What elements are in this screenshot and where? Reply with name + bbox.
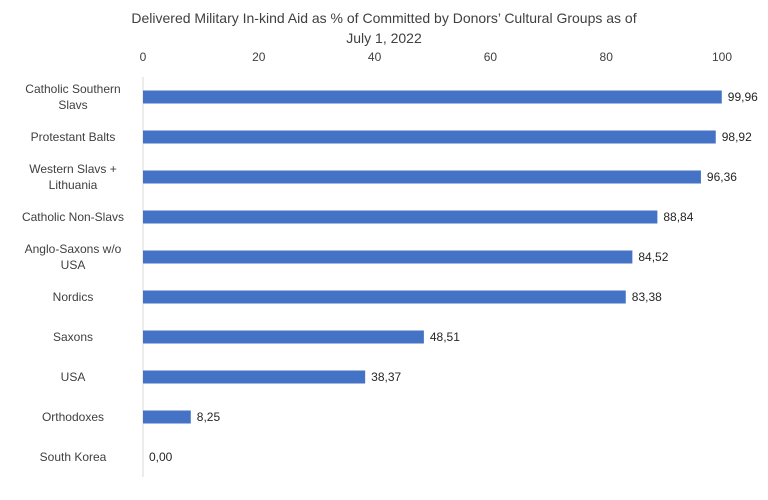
chart-title: Delivered Military In-kind Aid as % of C… xyxy=(0,8,768,48)
category-labels: Catholic Southern Slavs Protestant Balts We… xyxy=(22,82,124,464)
category-label-line: Catholic Non-Slavs xyxy=(22,210,124,224)
category-label-line: Nordics xyxy=(53,290,94,304)
category-label: Saxons xyxy=(53,330,93,344)
data-label: 38,37 xyxy=(371,370,401,384)
category-label-line: USA xyxy=(61,258,86,272)
category-label-line: Protestant Balts xyxy=(31,130,116,144)
data-label: 8,25 xyxy=(197,410,221,424)
category-label: Catholic Southern Slavs xyxy=(25,82,120,112)
bar xyxy=(143,290,626,304)
category-label-line: South Korea xyxy=(40,450,107,464)
category-label: USA xyxy=(61,370,86,384)
data-label: 84,52 xyxy=(638,250,668,264)
category-label: Western Slavs + Lithuania xyxy=(29,162,116,192)
data-label: 98,92 xyxy=(722,130,752,144)
chart-title-line-1: Delivered Military In-kind Aid as % of C… xyxy=(131,10,637,26)
bar xyxy=(143,130,716,144)
category-label: Anglo-Saxons w/o USA xyxy=(25,242,122,272)
category-label-line: USA xyxy=(61,370,86,384)
category-label-line: Orthodoxes xyxy=(42,410,104,424)
x-tick-label: 100 xyxy=(712,50,732,64)
x-tick-label: 0 xyxy=(140,50,147,64)
x-tick-label: 60 xyxy=(484,50,498,64)
bar xyxy=(143,410,191,424)
data-label: 96,36 xyxy=(707,170,737,184)
category-label-line: Lithuania xyxy=(49,178,98,192)
bar xyxy=(143,90,722,104)
data-label: 99,96 xyxy=(728,90,758,104)
category-label-line: Catholic Southern xyxy=(25,82,120,96)
bar xyxy=(143,370,366,384)
category-label: Catholic Non-Slavs xyxy=(22,210,124,224)
category-label: Nordics xyxy=(53,290,94,304)
bar xyxy=(143,250,633,264)
x-tick-label: 40 xyxy=(368,50,382,64)
chart-title-line-2: July 1, 2022 xyxy=(346,30,422,46)
category-label: South Korea xyxy=(40,450,107,464)
data-label: 88,84 xyxy=(663,210,693,224)
data-label: 48,51 xyxy=(430,330,460,344)
bar xyxy=(143,210,658,224)
data-labels: 99,96 98,92 96,36 88,84 84,52 83,38 48,51 38,37… xyxy=(149,90,758,464)
category-label-line: Western Slavs + xyxy=(29,162,116,176)
data-label: 83,38 xyxy=(632,290,662,304)
bar xyxy=(143,330,424,344)
bar xyxy=(143,170,701,184)
bars xyxy=(143,90,722,424)
category-label-line: Anglo-Saxons w/o xyxy=(25,242,122,256)
category-label-line: Saxons xyxy=(53,330,93,344)
x-axis-ticks: 0 20 40 60 80 100 xyxy=(140,50,733,64)
category-label-line: Slavs xyxy=(58,98,87,112)
x-tick-label: 80 xyxy=(600,50,614,64)
data-label: 0,00 xyxy=(149,450,173,464)
category-label: Orthodoxes xyxy=(42,410,104,424)
category-label: Protestant Balts xyxy=(31,130,116,144)
x-tick-label: 20 xyxy=(252,50,266,64)
